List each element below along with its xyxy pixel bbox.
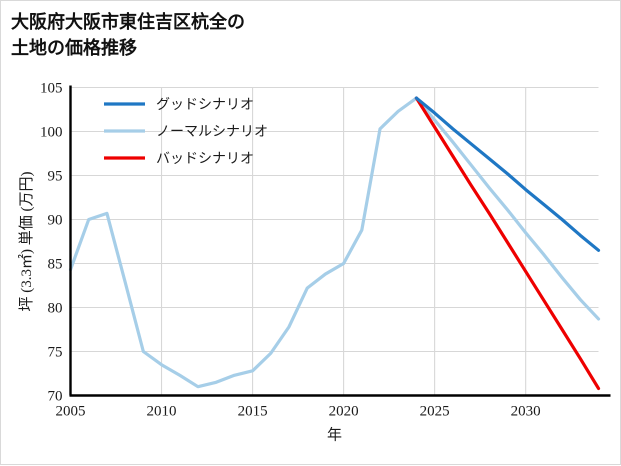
x-tick-label: 2030 xyxy=(511,404,541,420)
y-tick-label: 100 xyxy=(40,125,63,141)
y-tick-label: 90 xyxy=(48,213,63,229)
page-title: 大阪府大阪市東住吉区杭全の 土地の価格推移 xyxy=(11,12,245,58)
x-tick-label: 2005 xyxy=(56,404,86,420)
y-axis-tick-labels: 70 75 80 85 90 95 100 105 xyxy=(40,81,63,405)
axis-spines xyxy=(69,85,611,397)
legend-label-bad: バッドシナリオ xyxy=(156,152,254,167)
x-tick-label: 2020 xyxy=(329,404,359,420)
x-axis-title: 年 xyxy=(327,427,342,444)
y-tick-label: 70 xyxy=(48,389,63,405)
legend-label-good: グッドシナリオ xyxy=(156,97,254,113)
x-tick-label: 2015 xyxy=(238,404,268,420)
x-axis-tick-labels: 2005 2010 2015 2020 2025 2030 xyxy=(56,404,541,420)
x-tick-label: 2010 xyxy=(147,404,177,420)
series-line-グッドシナリオ xyxy=(414,96,601,252)
grid-layer xyxy=(69,86,599,397)
series-line-バッドシナリオ xyxy=(414,96,601,391)
x-tick-label: 2025 xyxy=(420,404,450,420)
y-tick-label: 105 xyxy=(40,81,63,97)
y-tick-label: 75 xyxy=(48,345,63,361)
axis-titles: 年 坪 (3.3㎡) 単価 (万円) xyxy=(18,172,342,444)
y-tick-label: 85 xyxy=(48,257,63,273)
legend-label-normal: ノーマルシナリオ xyxy=(156,125,268,140)
y-tick-label: 80 xyxy=(48,301,63,317)
y-tick-label: 95 xyxy=(48,169,63,185)
series-line-ノーマルシナリオ xyxy=(68,96,601,389)
y-axis-title: 坪 (3.3㎡) 単価 (万円) xyxy=(18,172,35,312)
series-layer xyxy=(68,96,601,391)
